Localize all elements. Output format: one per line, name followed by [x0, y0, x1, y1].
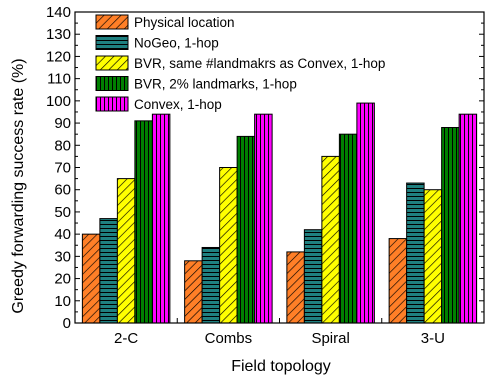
bar: [254, 113, 273, 324]
bars: [81, 102, 478, 324]
bar: [99, 218, 118, 324]
y-tick-label: 110: [47, 71, 71, 88]
bar: [388, 238, 408, 324]
y-tick-label: 40: [54, 226, 71, 243]
y-tick-label: 90: [54, 115, 71, 132]
bar: [236, 135, 256, 324]
legend-label: Physical location: [134, 15, 235, 30]
legend-label: NoGeo, 1-hop: [134, 36, 219, 51]
bar: [441, 127, 460, 324]
legend-swatch: [95, 96, 129, 112]
bar: [219, 167, 238, 324]
bar: [356, 102, 375, 324]
y-axis-title: Greedy forwarding success rate (%): [10, 58, 27, 313]
x-axis-title: Field topology: [231, 358, 331, 375]
y-tick-label: 50: [54, 204, 71, 221]
y-tick-label: 10: [54, 293, 71, 310]
legend-swatch: [95, 35, 129, 50]
y-tick-label: 70: [54, 160, 71, 177]
bar: [458, 113, 478, 324]
legend: Physical location NoGeo, 1-hop BVR, same #…: [95, 14, 385, 112]
bar: [321, 155, 340, 324]
y-tick-label: 100: [46, 93, 71, 110]
y-tick-label: 140: [46, 4, 71, 21]
bar: [81, 233, 101, 324]
legend-label: BVR, 2% landmarks, 1-hop: [134, 77, 297, 92]
bar: [134, 120, 153, 324]
bar: [184, 260, 203, 324]
y-tick-label: 120: [46, 48, 71, 65]
bar: [423, 189, 443, 324]
bar: [201, 246, 221, 324]
bar: [116, 178, 136, 324]
y-tick-label: 30: [54, 248, 71, 265]
bar: [286, 251, 305, 324]
x-tick-label: Combs: [205, 330, 253, 347]
axes: 0 10 20 30 40 50 60 70 80 90 100 110 120 130 140 2-C Com…: [46, 4, 485, 347]
bar: [338, 133, 358, 324]
x-tick-label: 2-C: [114, 330, 138, 347]
legend-swatch: [95, 55, 129, 71]
bar: [406, 182, 425, 324]
bar: [151, 113, 171, 324]
y-tick-label: 20: [54, 271, 71, 288]
legend-label: BVR, same #landmakrs as Convex, 1-hop: [134, 56, 385, 71]
legend-swatch: [95, 14, 129, 30]
legend-swatch: [95, 76, 129, 91]
x-tick-label: Spiral: [311, 330, 349, 347]
bar: [303, 229, 323, 324]
y-tick-label: 80: [54, 137, 71, 154]
y-tick-label: 0: [63, 315, 71, 332]
y-tick-label: 130: [46, 26, 71, 43]
x-tick-label: 3-U: [421, 330, 445, 347]
y-tick-label: 60: [54, 182, 71, 199]
legend-label: Convex, 1-hop: [134, 97, 222, 112]
